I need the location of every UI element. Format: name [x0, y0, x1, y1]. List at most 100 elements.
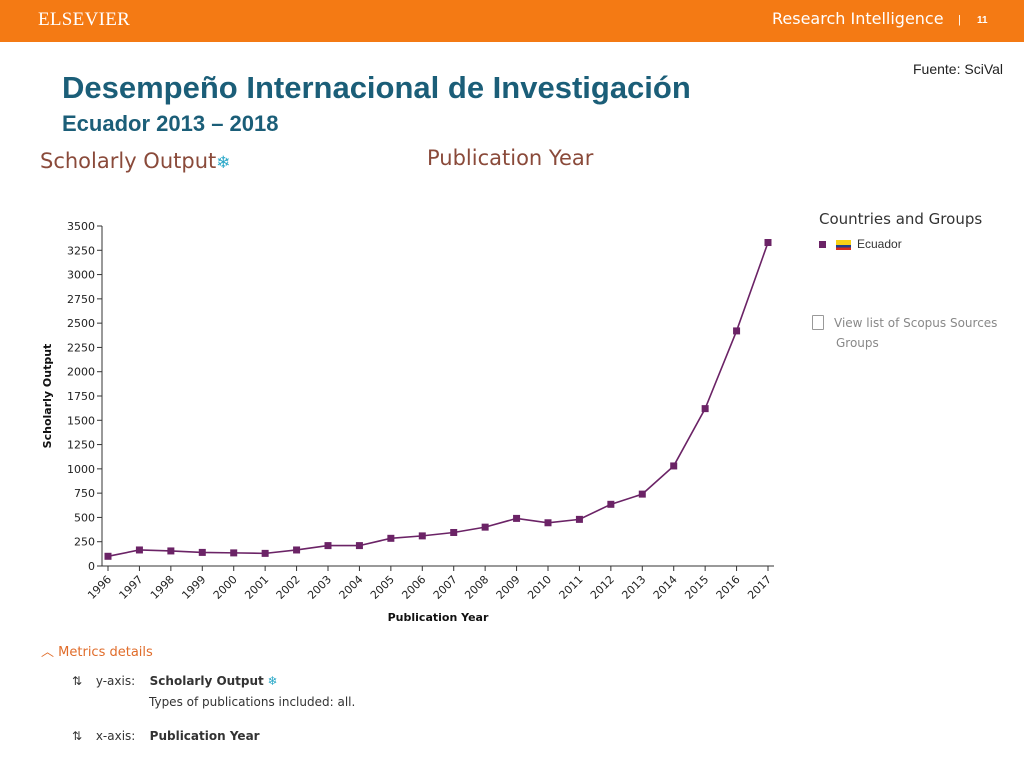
x-axis: 1996 1997 1998 1999 2000 2001 2002 2003 2004 2005… — [85, 565, 774, 602]
view-sources-link[interactable]: View list of Scopus Sources Groups — [812, 313, 997, 353]
x-tick-label: 1997 — [117, 573, 146, 602]
data-point[interactable] — [607, 500, 615, 508]
x-tick-label: 2011 — [557, 573, 586, 602]
x-tick-label: 2016 — [714, 573, 743, 602]
metric-title: Scholarly Output❄ — [40, 149, 231, 173]
page-title: Desempeño Internacional de Investigación — [62, 70, 691, 105]
x-tick-label: 2013 — [619, 573, 648, 602]
data-point[interactable] — [513, 514, 521, 522]
view-list-line1: View list of Scopus Sources — [834, 316, 998, 330]
scholarly-output-chart: 0 250 500 750 1000 1250 1500 1750 2000 2250 2500 27… — [41, 220, 774, 624]
y-tick-label: 500 — [74, 511, 95, 524]
header-bar: ELSEVIER Research Intelligence | 11 — [0, 0, 1024, 42]
document-icon — [812, 315, 824, 330]
data-point[interactable] — [638, 490, 646, 498]
data-point[interactable] — [387, 534, 395, 542]
y-tick-label: 0 — [88, 560, 95, 573]
publication-types-note: Types of publications included: all. — [149, 695, 356, 709]
x-axis-detail-value: Publication Year — [149, 729, 260, 743]
header-separator: | — [958, 14, 961, 26]
data-point[interactable] — [135, 546, 143, 554]
x-tick-label: 2012 — [588, 573, 617, 602]
x-tick-label: 2017 — [745, 573, 774, 602]
metrics-details-toggle[interactable]: ︿ Metrics details — [41, 641, 153, 660]
page-subtitle: Ecuador 2013 – 2018 — [62, 111, 279, 136]
x-axis-title: Publication Year — [388, 611, 489, 624]
y-tick-label: 2750 — [67, 293, 95, 306]
series-line — [107, 242, 769, 558]
data-point[interactable] — [670, 462, 678, 470]
data-point[interactable] — [261, 549, 269, 557]
sort-icon[interactable]: ⇅ — [72, 674, 83, 688]
x-tick-label: 2001 — [242, 573, 271, 602]
snowflake-icon[interactable]: ❄ — [267, 674, 278, 688]
y-tick-label: 1500 — [67, 414, 95, 427]
y-tick-label: 1250 — [67, 439, 95, 452]
x-tick-label: 2005 — [368, 573, 397, 602]
data-point[interactable] — [198, 548, 206, 556]
data-point[interactable] — [104, 552, 112, 560]
x-axis-detail-label: x-axis: — [95, 729, 136, 743]
data-point[interactable] — [293, 546, 301, 554]
y-tick-label: 3500 — [67, 220, 95, 233]
y-tick-label: 1750 — [67, 390, 95, 403]
legend-item-ecuador[interactable]: Ecuador — [819, 237, 902, 251]
x-tick-label: 1999 — [179, 573, 208, 602]
product-name: Research Intelligence — [772, 9, 944, 28]
y-tick-label: 750 — [74, 487, 95, 500]
data-point[interactable] — [418, 532, 426, 540]
y-axis-title: Scholarly Output — [41, 344, 54, 449]
y-axis-detail-value: Scholarly Output — [149, 674, 264, 688]
data-point[interactable] — [450, 528, 458, 536]
y-tick-label: 2000 — [67, 366, 95, 379]
x-tick-label: 1996 — [85, 573, 114, 602]
x-tick-label: 2006 — [399, 573, 428, 602]
legend-item-label: Ecuador — [857, 237, 902, 251]
data-point[interactable] — [544, 519, 552, 527]
x-tick-label: 2007 — [431, 573, 460, 602]
x-tick-label: 2000 — [211, 573, 240, 602]
x-tick-label: 2010 — [525, 573, 554, 602]
page-number: 11 — [977, 15, 988, 26]
y-tick-label: 2250 — [67, 341, 95, 354]
x-axis-detail-row: ⇅ x-axis: Publication Year — [72, 729, 260, 743]
y-axis-detail-row: ⇅ y-axis: Scholarly Output ❄ — [72, 674, 278, 688]
source-note: Fuente: SciVal — [913, 61, 1004, 77]
y-axis-detail-label: y-axis: — [95, 674, 136, 688]
data-point[interactable] — [481, 523, 489, 531]
data-point[interactable] — [764, 239, 772, 247]
x-tick-label: 2014 — [651, 573, 680, 602]
x-tick-label: 2003 — [305, 573, 334, 602]
metrics-details-label: Metrics details — [58, 645, 153, 660]
data-point[interactable] — [355, 542, 363, 550]
data-point[interactable] — [701, 405, 709, 413]
legend-title: Countries and Groups — [819, 210, 983, 228]
data-point[interactable] — [167, 547, 175, 555]
x-tick-label: 2008 — [462, 573, 491, 602]
x-tick-label: 1998 — [148, 573, 177, 602]
x-tick-label: 2009 — [494, 573, 523, 602]
data-point[interactable] — [324, 542, 332, 550]
y-axis: 0 250 500 750 1000 1250 1500 1750 2000 2250 2500 27… — [67, 220, 103, 573]
y-tick-label: 1000 — [67, 463, 95, 476]
chevron-up-icon: ︿ — [41, 645, 55, 660]
elsevier-logo: ELSEVIER — [38, 9, 131, 30]
x-tick-label: 2002 — [274, 573, 303, 602]
y-tick-label: 2500 — [67, 317, 95, 330]
data-point[interactable] — [230, 549, 238, 557]
y-tick-label: 3000 — [67, 269, 95, 282]
data-point[interactable] — [733, 327, 741, 335]
view-list-line2: Groups — [836, 336, 879, 350]
series-ecuador — [104, 239, 772, 560]
metric-title-text: Scholarly Output — [40, 149, 217, 173]
y-tick-label: 250 — [74, 536, 95, 549]
x-tick-label: 2004 — [337, 573, 366, 602]
snowflake-icon[interactable]: ❄ — [216, 153, 231, 173]
ecuador-flag-icon — [836, 239, 851, 250]
dimension-title: Publication Year — [427, 146, 594, 170]
legend-swatch — [819, 241, 826, 249]
x-tick-label: 2015 — [682, 573, 711, 602]
data-point[interactable] — [575, 515, 583, 523]
y-tick-label: 3250 — [67, 244, 95, 257]
sort-icon[interactable]: ⇅ — [72, 729, 83, 743]
